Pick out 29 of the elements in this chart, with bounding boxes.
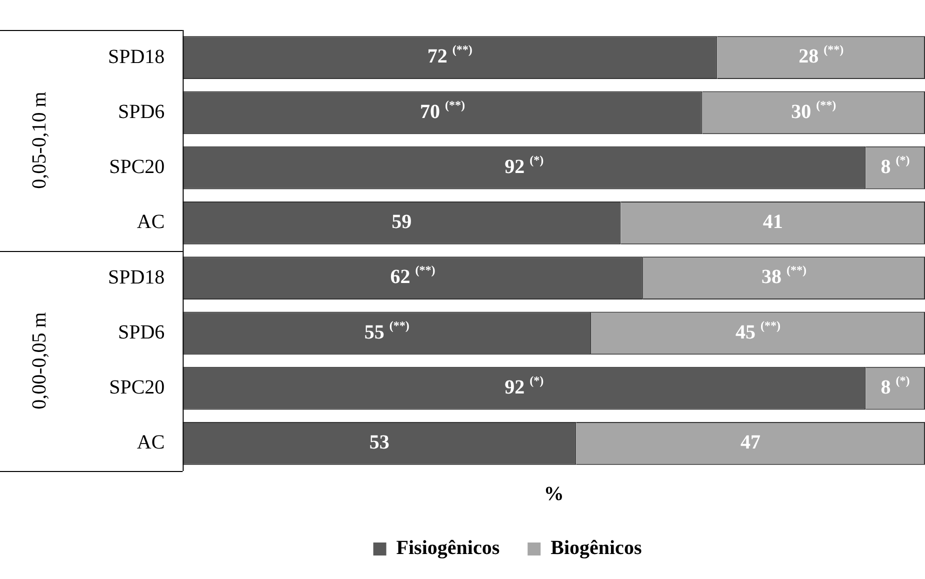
data-label: 41 [762,211,783,234]
data-label: 62 (**) [390,263,436,288]
x-axis-title: % [544,483,564,506]
text: 0,00-0,05 m [28,312,50,410]
text: 0,05-0,10 m [28,91,50,189]
data-label: 30 (**) [791,98,836,123]
data-label: 53 [369,432,390,454]
data-label: 47 [740,432,761,454]
data-label: 92 (*) [504,373,544,398]
y-tick-label: SPD6 [118,100,165,123]
data-label: 72 (**) [427,42,472,68]
data-label: 8 (*) [880,152,910,178]
data-label: 8 (*) [880,373,910,398]
data-label: 55 (**) [364,318,410,344]
data-label: 28 (**) [798,42,844,68]
legend-label: Fisiogênicos [396,537,500,560]
legend-label: Biogênicos [550,537,642,560]
y-tick-label: SPD18 [108,46,165,68]
y-tick-label: SPC20 [109,156,165,178]
y-tick-label: SPD18 [108,266,165,288]
data-label: 59 [392,211,412,234]
data-label: 70 (**) [420,98,465,123]
y-tick-label: AC [136,432,165,454]
y-tick-label: AC [136,211,165,234]
y-tick-label: SPC20 [109,376,165,399]
data-label: 45 (**) [735,318,780,344]
y-tick-label: SPD6 [118,321,165,344]
data-label: 38 (**) [761,263,806,288]
data-label: 92 (*) [504,152,544,178]
